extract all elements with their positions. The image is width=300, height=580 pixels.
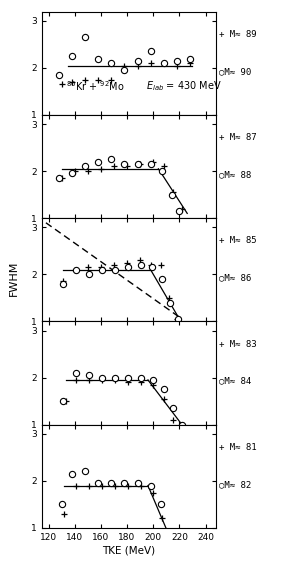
Text: + M≈ 81: + M≈ 81 — [220, 443, 257, 452]
Text: + M≈ 89: + M≈ 89 — [220, 30, 257, 39]
Text: $E_{lab}$ = 430 MeV: $E_{lab}$ = 430 MeV — [146, 79, 222, 93]
Text: + M≈ 87: + M≈ 87 — [220, 133, 257, 142]
Text: + M≈ 85: + M≈ 85 — [220, 236, 257, 245]
Text: ○M≈ 88: ○M≈ 88 — [220, 170, 252, 179]
Text: ○M≈ 90: ○M≈ 90 — [220, 67, 252, 76]
Text: $^{86}$Kr + $^{92}$Mo: $^{86}$Kr + $^{92}$Mo — [66, 79, 125, 93]
X-axis label: TKE (MeV): TKE (MeV) — [102, 546, 156, 556]
Text: ○M≈ 86: ○M≈ 86 — [220, 273, 252, 282]
Text: FWHM: FWHM — [9, 261, 19, 296]
Text: + M≈ 83: + M≈ 83 — [220, 339, 257, 349]
Text: ○M≈ 84: ○M≈ 84 — [220, 376, 252, 386]
Text: ○M≈ 82: ○M≈ 82 — [220, 480, 252, 489]
